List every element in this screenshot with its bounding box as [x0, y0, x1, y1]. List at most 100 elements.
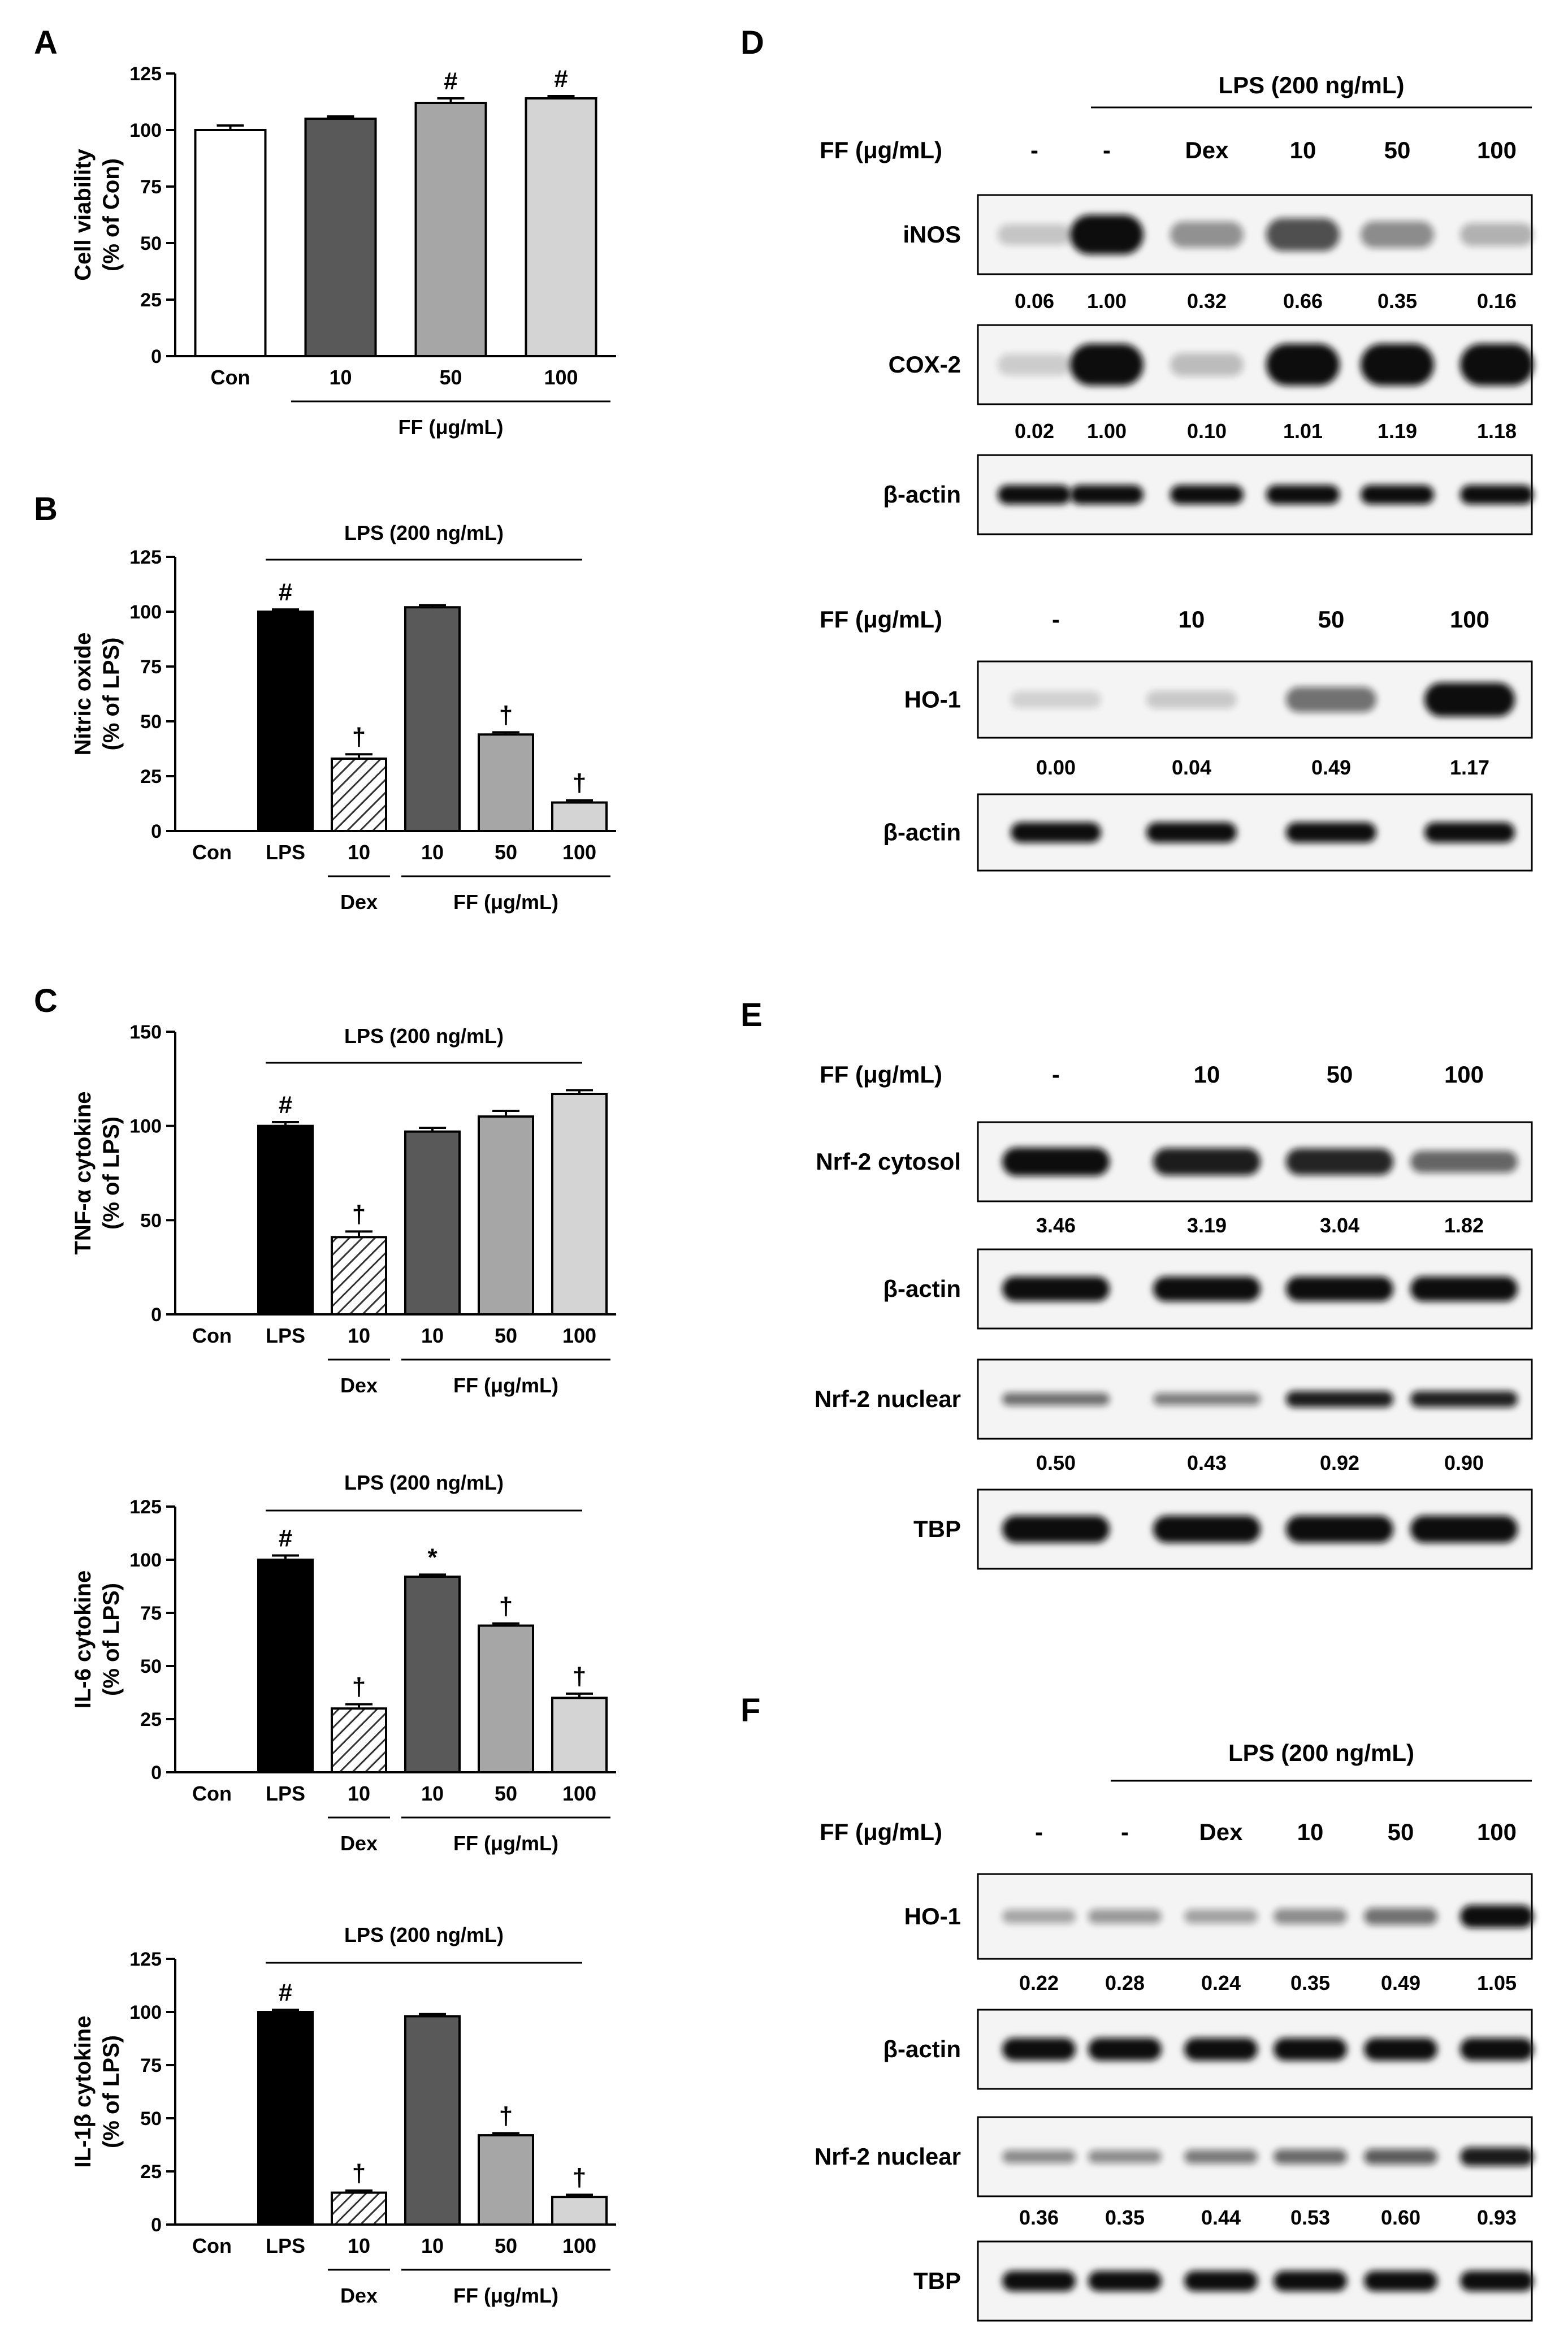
chart-c3-x-tick-label: 10 — [421, 2234, 444, 2257]
chart-c3-ylabel-line: IL-1β cytokine — [71, 2016, 96, 2168]
blot-e-band-value: 3.04 — [1320, 1214, 1359, 1237]
chart-a-x-tick-label: 100 — [544, 366, 578, 389]
blot-f-band — [1364, 1908, 1437, 1925]
blot-d1-lane-label: - — [1030, 137, 1038, 163]
chart-c2-y-tick-label: 50 — [140, 1656, 162, 1677]
chart-c3-y-tick-label: 50 — [140, 2108, 162, 2130]
blot-f-band-value: 0.53 — [1290, 2206, 1330, 2229]
blot-e-row-label: Nrf-2 cytosol — [816, 1148, 961, 1175]
blot-d1-band-value: 0.10 — [1187, 419, 1227, 443]
blot-e-band — [1286, 1516, 1393, 1543]
blot-d1-band — [1070, 344, 1143, 386]
chart-c1-bar — [551, 1093, 608, 1316]
blot-f-band-value: 0.35 — [1290, 1971, 1330, 1994]
blot-f-row-label: Nrf-2 nuclear — [815, 2143, 961, 2170]
chart-c3-significance-mark: # — [279, 1979, 292, 2006]
chart-a-ylabel-line: (% of Con) — [99, 158, 124, 271]
chart-c2-ylabel-line: IL-6 cytokine — [71, 1570, 96, 1709]
blot-d1-band — [1361, 221, 1434, 248]
chart-b-bar — [404, 606, 461, 832]
chart-c1-x-tick-label: Con — [192, 1324, 232, 1347]
blot-d1-band-value: 1.19 — [1378, 419, 1417, 443]
blot-d1-band — [998, 485, 1071, 504]
blot-e-band — [1410, 1391, 1518, 1408]
blot-e-band — [1002, 1516, 1110, 1543]
chart-c3-bar — [478, 2134, 534, 2226]
panel-label-c: C — [34, 983, 58, 1019]
chart-b-y-tick-label: 100 — [129, 602, 162, 623]
chart-c2-group-label: FF (μg/mL) — [453, 1832, 558, 1855]
blot-e-band — [1153, 1148, 1261, 1175]
chart-a-y-tick-label: 25 — [140, 289, 162, 311]
blot-d1-band-value: 0.35 — [1378, 289, 1417, 313]
blot-d1-band — [1266, 344, 1340, 386]
chart-c1-lps-label: LPS (200 ng/mL) — [344, 1024, 504, 1048]
chart-c2-y-tick-label: 0 — [151, 1762, 162, 1784]
chart-c3-x-tick-label: 100 — [562, 2234, 596, 2257]
chart-c3-ylabel-line: (% of LPS) — [99, 2035, 124, 2148]
chart-c3-bar — [257, 2011, 314, 2226]
chart-b-ylabel-line: (% of LPS) — [99, 638, 124, 751]
blot-f-band — [1088, 2271, 1162, 2291]
blot-f-band — [1274, 2271, 1347, 2291]
chart-a-y-tick-label: 0 — [151, 346, 162, 367]
chart-c3-x-tick-label: 50 — [495, 2234, 517, 2257]
blot-e-lane-label: 50 — [1327, 1061, 1353, 1088]
chart-b-significance-mark: † — [352, 723, 366, 751]
blot-d1-band-value: 1.18 — [1477, 419, 1517, 443]
chart-a-x-tick-label: 50 — [439, 366, 462, 389]
blot-e-band — [1002, 1392, 1110, 1406]
blot-d1-band — [1361, 344, 1434, 386]
blot-d2-band — [1146, 690, 1237, 709]
chart-b-y-tick-label: 25 — [140, 766, 162, 787]
blot-d1-band-value: 0.06 — [1015, 289, 1054, 313]
chart-b-significance-mark: # — [279, 578, 292, 606]
chart-c2-significance-mark: † — [352, 1673, 366, 1701]
blot-d1-band — [1070, 215, 1143, 254]
blot-f-lane-label: 50 — [1388, 1819, 1414, 1845]
blot-d1-band — [1170, 485, 1244, 504]
chart-c2-significance-mark: † — [573, 1663, 586, 1690]
blot-f-band — [1088, 2038, 1162, 2061]
blot-e-ff-label: FF (μg/mL) — [820, 1061, 942, 1088]
blot-f-band — [1184, 2149, 1258, 2164]
blot-e-band — [1286, 1148, 1393, 1175]
blot-d2-band-value: 0.04 — [1172, 756, 1211, 779]
chart-a-ylabel-line: Cell viability — [71, 149, 96, 281]
chart-c2-y-tick-label: 125 — [129, 1496, 162, 1518]
chart-c1-x-tick-label: 100 — [562, 1324, 596, 1347]
chart-c1-ylabel-line: TNF-α cytokine — [71, 1091, 96, 1254]
blot-e-lane-label: 100 — [1444, 1061, 1484, 1088]
blot-d1-band — [1361, 485, 1434, 504]
chart-b-x-tick-label: 100 — [562, 841, 596, 864]
blot-e-band-value: 3.19 — [1187, 1214, 1227, 1237]
chart-c3-bar — [551, 2196, 608, 2226]
blot-e-band — [1153, 1516, 1261, 1543]
blot-f-lane-label: 10 — [1297, 1819, 1324, 1845]
chart-c3-ylabel: IL-1β cytokine (% of LPS) — [71, 2016, 124, 2168]
blot-d1-band — [1460, 485, 1534, 504]
blot-f-ho1-nrf2: LPS (200 ng/mL) FF (μg/mL) - - Dex 10 50 100 HO-… — [815, 1739, 1534, 2322]
chart-b-ylabel-line: Nitric oxide — [71, 633, 96, 756]
chart-b-lps-label: LPS (200 ng/mL) — [344, 521, 504, 544]
blot-e-lane-label: 10 — [1194, 1061, 1220, 1088]
chart-c3-y-tick-label: 75 — [140, 2055, 162, 2076]
chart-c3-lps-label: LPS (200 ng/mL) — [344, 1923, 504, 1946]
chart-a-y-tick-label: 125 — [129, 63, 162, 85]
panel-label-e: E — [740, 997, 763, 1033]
chart-c1-group-label: Dex — [340, 1374, 378, 1397]
blot-f-band — [1184, 2038, 1258, 2061]
chart-c2-significance-mark: # — [279, 1524, 292, 1552]
chart-c1-significance-mark: # — [279, 1091, 292, 1119]
chart-c2-y-tick-label: 100 — [129, 1550, 162, 1571]
chart-a-bar — [194, 129, 267, 357]
chart-c3-significance-mark: † — [499, 2102, 513, 2130]
blot-e-band-value: 0.90 — [1444, 1451, 1484, 1474]
blot-f-band-value: 1.05 — [1477, 1971, 1517, 1994]
blot-f-band-value: 0.28 — [1105, 1971, 1145, 1994]
chart-c2-x-tick-label: 50 — [495, 1782, 517, 1805]
chart-c3-bar — [404, 2015, 461, 2226]
blot-e-row-label: TBP — [913, 1516, 961, 1542]
chart-b-x-tick-label: 50 — [495, 841, 517, 864]
blot-f-row-label: HO-1 — [904, 1903, 961, 1929]
